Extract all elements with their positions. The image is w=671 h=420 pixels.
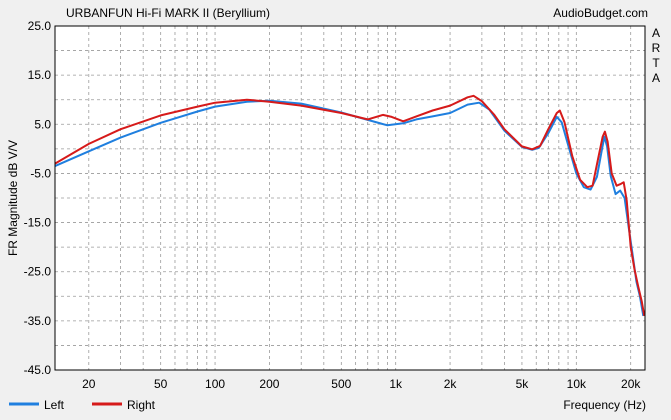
x-tick-label: 1k xyxy=(389,377,403,391)
side-label-letter: A xyxy=(652,26,660,40)
y-tick-label: -45.0 xyxy=(24,363,52,377)
y-axis-label: FR Magnitude dB V/V xyxy=(6,140,20,256)
y-tick-label: -35.0 xyxy=(24,314,52,328)
x-tick-label: 2k xyxy=(444,377,458,391)
x-tick-labels: 20 50 100 200 500 1k 2k 5k 10k 20k xyxy=(82,377,641,391)
chart-title: URBANFUN Hi-Fi MARK II (Beryllium) xyxy=(66,6,270,20)
side-label-letter: T xyxy=(652,56,660,70)
source-label: AudioBudget.com xyxy=(553,6,648,20)
legend: Left Right xyxy=(9,398,156,412)
y-tick-label: -25.0 xyxy=(24,265,52,279)
x-tick-label: 20 xyxy=(82,377,96,391)
x-tick-label: 500 xyxy=(331,377,351,391)
legend-label-right: Right xyxy=(127,398,156,412)
x-tick-label: 20k xyxy=(621,377,641,391)
y-tick-label: 15.0 xyxy=(28,68,52,82)
series-line-right xyxy=(54,94,646,317)
x-tick-label: 100 xyxy=(205,377,225,391)
plot-border xyxy=(54,25,646,371)
legend-label-left: Left xyxy=(44,398,65,412)
side-label-letter: R xyxy=(652,41,661,55)
y-tick-labels: 25.0 15.0 5.0 -5.0 -15.0 -25.0 -35.0 -45.0 xyxy=(24,19,52,377)
series-layer xyxy=(54,94,646,317)
y-tick-label: -15.0 xyxy=(24,216,52,230)
x-tick-label: 200 xyxy=(259,377,279,391)
x-axis-label: Frequency (Hz) xyxy=(563,398,646,412)
side-label-letter: A xyxy=(652,71,660,85)
x-tick-label: 10k xyxy=(567,377,587,391)
x-tick-label: 5k xyxy=(516,377,530,391)
y-tick-label: 25.0 xyxy=(28,19,52,33)
x-tick-label: 50 xyxy=(154,377,168,391)
y-tick-label: -5.0 xyxy=(30,166,51,180)
y-tick-label: 5.0 xyxy=(34,117,51,131)
